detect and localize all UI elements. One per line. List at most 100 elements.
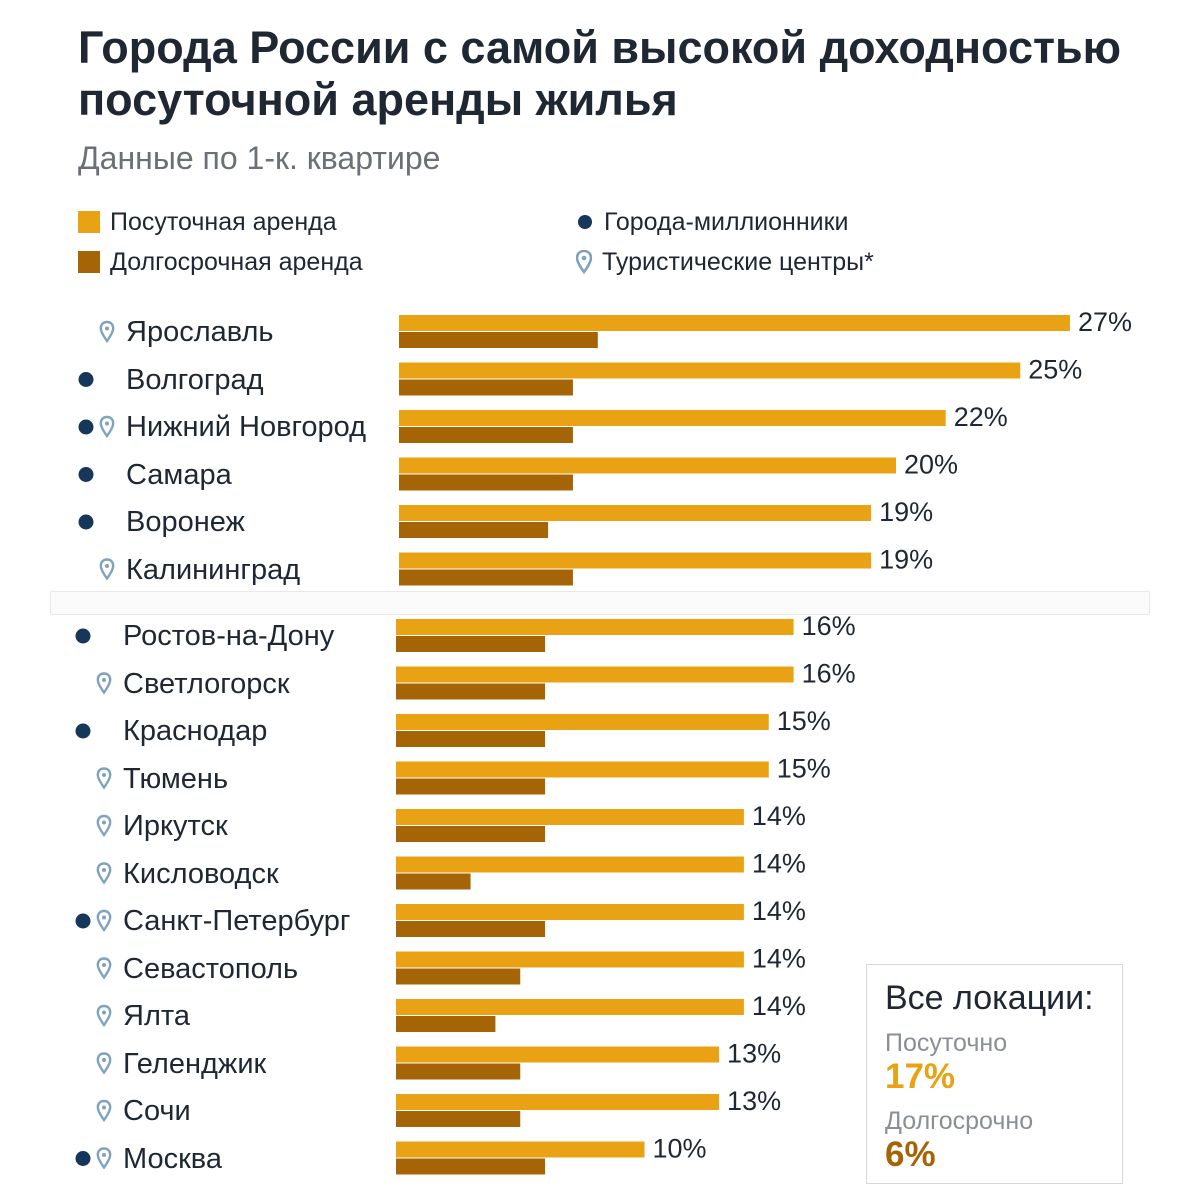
data-label: 14% <box>752 944 806 974</box>
bar-long <box>396 731 546 747</box>
category-label: Тюмень <box>123 762 229 795</box>
bar-daily <box>396 1046 720 1063</box>
data-label: 27% <box>1078 307 1132 337</box>
data-label: 15% <box>777 706 831 736</box>
bar-long <box>396 921 546 937</box>
summary-box: Все локации: Посуточно 17% Долгосрочно 6… <box>866 964 1123 1184</box>
category-label: Краснодар <box>123 715 268 747</box>
million-dot-icon <box>78 419 94 435</box>
category-label: Москва <box>123 1142 223 1175</box>
chart-subtitle: Данные по 1-к. квартире <box>78 140 441 176</box>
bar-long <box>399 569 573 586</box>
bar-daily <box>396 999 744 1015</box>
bar-daily <box>396 951 744 968</box>
million-dot-icon <box>75 723 91 739</box>
data-label: 10% <box>653 1134 707 1164</box>
bar-long <box>396 873 471 890</box>
map-pin-icon <box>96 1052 112 1075</box>
data-label: 16% <box>802 611 856 641</box>
million-dot-icon <box>78 372 94 387</box>
category-label: Сочи <box>123 1095 191 1127</box>
bar-daily <box>396 761 769 778</box>
summary-long-label: Долгосрочно <box>885 1107 1034 1135</box>
bar-daily <box>396 1094 720 1110</box>
map-pin-icon <box>96 1004 112 1027</box>
bar-long <box>396 1111 521 1127</box>
million-dot-icon <box>78 467 94 482</box>
map-pin-icon <box>576 250 592 274</box>
legend-tourist: Туристические центры* <box>574 247 874 277</box>
category-label: Ялта <box>123 1000 190 1032</box>
legend-daily-swatch <box>78 211 100 233</box>
chart-title: Города России с самой высокой доходность… <box>78 22 1122 125</box>
bar-daily <box>396 619 794 635</box>
map-pin-icon <box>99 558 115 581</box>
bar-long <box>396 1158 546 1175</box>
category-label: Светлогорск <box>123 667 290 700</box>
legend-daily-label: Посуточная аренда <box>110 207 337 236</box>
category-label: Самара <box>126 458 232 491</box>
data-label: 14% <box>752 896 806 926</box>
legend-tourist-label: Туристические центры* <box>602 247 874 276</box>
bar-daily <box>399 315 1070 331</box>
legend-million: Города-миллионники <box>574 207 849 237</box>
bar-daily <box>399 505 872 521</box>
category-label: Санкт-Петербург <box>123 905 351 937</box>
bar-long <box>399 427 573 443</box>
category-label: Нижний Новгород <box>126 411 367 443</box>
data-label: 15% <box>777 754 831 784</box>
map-pin-icon <box>96 862 112 885</box>
map-pin-icon <box>96 672 112 695</box>
map-pin-icon <box>99 320 115 343</box>
data-label: 25% <box>1028 355 1082 385</box>
million-dot-icon <box>75 913 91 929</box>
legend-million-label: Города-миллионники <box>604 207 849 236</box>
bar-daily <box>396 714 769 730</box>
category-label: Ярославль <box>126 316 274 348</box>
category-label: Волгоград <box>126 363 264 396</box>
category-label: Севастополь <box>123 952 299 985</box>
bar-long <box>399 332 598 348</box>
bar-daily <box>399 457 896 474</box>
map-pin-icon <box>96 767 112 790</box>
bar-long <box>399 474 573 491</box>
summary-long-value: 6% <box>885 1135 936 1174</box>
bar-daily <box>399 552 872 569</box>
bar-daily <box>396 904 744 920</box>
data-label: 13% <box>727 1039 781 1069</box>
bar-long <box>396 826 546 842</box>
data-label: 16% <box>802 659 856 689</box>
legend-long: Долгосрочная аренда <box>78 247 363 277</box>
million-dot-icon <box>75 628 91 644</box>
bar-daily <box>396 856 744 873</box>
bar-long <box>399 379 573 396</box>
map-pin-icon <box>99 415 115 438</box>
bar-long <box>396 1063 521 1080</box>
legend-long-swatch <box>78 251 100 273</box>
category-label: Ростов-на-Дону <box>123 620 335 652</box>
bar-long <box>399 522 549 538</box>
category-label: Геленджик <box>123 1047 267 1080</box>
map-pin-icon <box>96 814 112 837</box>
bar-long <box>396 683 546 700</box>
summary-title: Все локации: <box>885 979 1094 1017</box>
data-label: 14% <box>752 849 806 879</box>
bar-long <box>396 778 546 795</box>
data-label: 20% <box>904 450 958 480</box>
data-label: 14% <box>752 991 806 1021</box>
category-label: Воронеж <box>126 506 245 538</box>
data-label: 14% <box>752 801 806 831</box>
map-pin-icon <box>96 1147 112 1170</box>
category-label: Иркутск <box>123 810 228 842</box>
summary-daily-value: 17% <box>885 1057 956 1096</box>
bar-long <box>396 636 546 652</box>
data-label: 22% <box>954 402 1008 432</box>
legend-daily: Посуточная аренда <box>78 207 337 237</box>
data-label: 19% <box>879 497 933 527</box>
summary-daily-label: Посуточно <box>885 1029 1008 1057</box>
category-label: Калининград <box>126 553 301 586</box>
map-pin-icon <box>96 1099 112 1122</box>
map-pin-icon <box>96 957 112 980</box>
data-label: 19% <box>879 545 933 575</box>
bar-daily <box>396 1141 645 1158</box>
